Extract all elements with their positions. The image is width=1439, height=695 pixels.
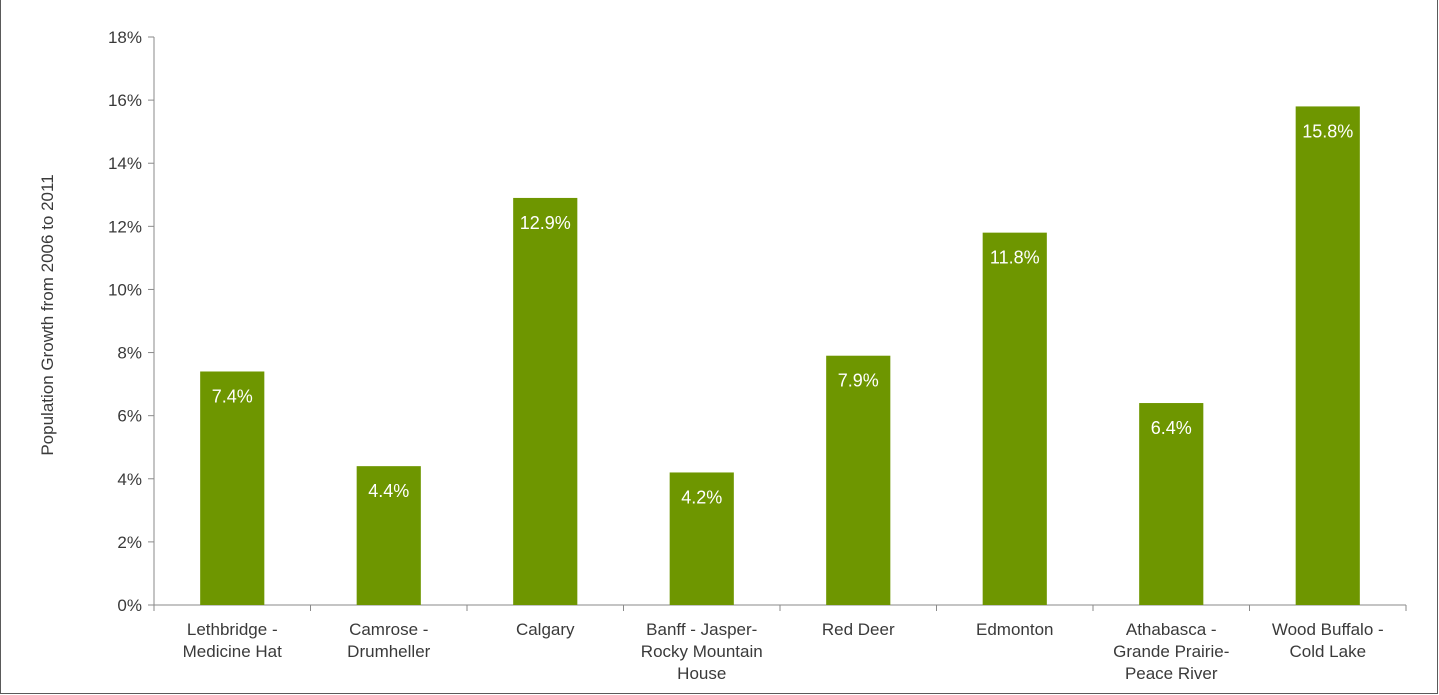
category-label: Edmonton — [976, 620, 1054, 639]
data-label: 4.4% — [368, 481, 409, 501]
y-tick-label: 6% — [117, 407, 142, 426]
data-label: 12.9% — [520, 213, 571, 233]
bar — [1295, 106, 1360, 605]
data-label: 7.9% — [838, 371, 879, 391]
data-labels: 7.4% 4.4% 12.9% 4.2% 7.9% 11.8% 6.4% 15.8% — [212, 121, 1354, 507]
category-label: Camrose - — [349, 620, 428, 639]
category-label: Athabasca - — [1126, 620, 1217, 639]
y-tick-label: 12% — [108, 217, 142, 236]
bar — [826, 355, 891, 605]
bars — [200, 106, 1360, 605]
x-axis — [153, 604, 1407, 611]
bar — [513, 197, 578, 605]
category-label: Calgary — [516, 620, 575, 639]
category-label: Lethbridge - — [187, 620, 278, 639]
category-label: Banff - Jasper- — [646, 620, 757, 639]
y-tick-label: 14% — [108, 154, 142, 173]
bar — [356, 466, 421, 605]
data-label: 11.8% — [990, 248, 1040, 268]
bar — [669, 472, 734, 605]
category-label: Medicine Hat — [183, 642, 282, 661]
y-tick-label: 8% — [117, 344, 142, 363]
y-tick-label: 10% — [108, 280, 142, 299]
category-label: Rocky Mountain — [641, 642, 763, 661]
y-axis-title: Population Growth from 2006 to 2011 — [38, 174, 57, 455]
category-label: Grande Prairie- — [1113, 642, 1229, 661]
y-tick-label: 2% — [117, 533, 142, 552]
data-label: 15.8% — [1302, 121, 1353, 141]
bar — [982, 232, 1047, 605]
data-label: 4.2% — [681, 487, 722, 507]
y-tick-label: 4% — [117, 470, 142, 489]
y-tick-label: 18% — [108, 28, 142, 47]
category-label: Drumheller — [347, 642, 430, 661]
category-label: Peace River — [1125, 664, 1218, 683]
category-label: House — [677, 664, 726, 683]
category-label: Wood Buffalo - — [1272, 620, 1384, 639]
bar — [200, 371, 265, 605]
y-axis: 0% 2% 4% 6% 8% 10% 12% 14% 16% 18% — [108, 28, 155, 615]
category-labels: Lethbridge - Medicine Hat Camrose - Drumhel… — [183, 620, 1384, 683]
y-tick-label: 16% — [108, 91, 142, 110]
y-tick-label: 0% — [117, 596, 142, 615]
category-label: Red Deer — [822, 620, 895, 639]
category-label: Cold Lake — [1289, 642, 1366, 661]
data-label: 6.4% — [1151, 418, 1192, 438]
bar — [1139, 403, 1204, 605]
data-label: 7.4% — [212, 386, 253, 406]
